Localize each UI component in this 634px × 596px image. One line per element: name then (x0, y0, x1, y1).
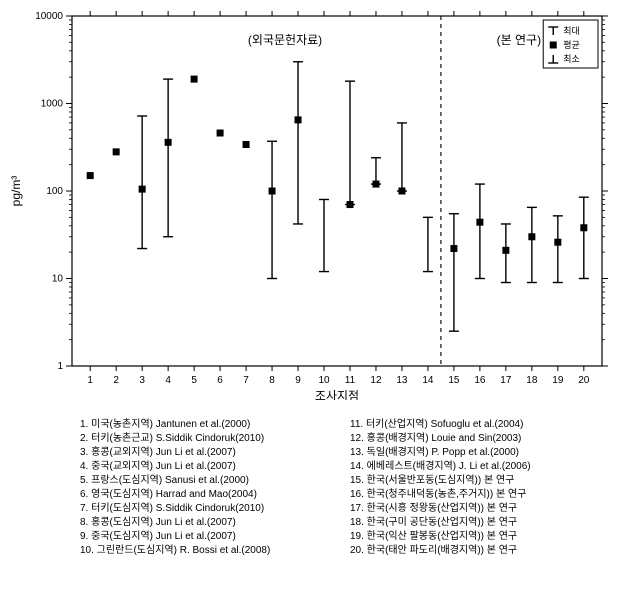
legend-item: 6. 영국(도심지역) Harrad and Mao(2004) (80, 488, 330, 502)
legend-item: 2. 터키(농촌근교) S.Siddik Cindoruk(2010) (80, 432, 330, 446)
x-tick-label: 8 (269, 375, 275, 386)
x-tick-label: 19 (552, 375, 564, 386)
x-tick-label: 15 (448, 375, 460, 386)
mean-marker (502, 247, 509, 254)
mean-marker (243, 141, 250, 148)
mean-marker (554, 239, 561, 246)
legend-item: 5. 프랑스(도심지역) Sanusi et al.(2000) (80, 474, 330, 488)
legend-item: 15. 한국(서울반포동(도심지역)) 본 연구 (350, 474, 600, 488)
mean-marker (476, 219, 483, 226)
legend-label: 평균 (563, 40, 580, 50)
legend-label: 최소 (563, 54, 580, 64)
mean-marker (398, 188, 405, 195)
y-tick-label: 1000 (41, 99, 64, 110)
x-tick-label: 14 (422, 375, 434, 386)
legend-item: 1. 미국(농촌지역) Jantunen et al.(2000) (80, 418, 330, 432)
mean-marker (165, 139, 172, 146)
x-tick-label: 4 (165, 375, 171, 386)
mean-marker (87, 172, 94, 179)
y-tick-label: 10000 (35, 11, 63, 22)
legend-item: 7. 터키(도심지역) S.Siddik Cindoruk(2010) (80, 502, 330, 516)
y-tick-label: 10 (52, 274, 64, 285)
x-tick-label: 6 (217, 375, 223, 386)
error-bar-chart: 110100100010000pg/m³12345678910111213141… (0, 0, 634, 400)
mean-marker (346, 201, 353, 208)
mean-marker (139, 186, 146, 193)
mean-marker (113, 148, 120, 155)
x-tick-label: 18 (526, 375, 538, 386)
mean-marker (372, 181, 379, 188)
legend-item: 3. 홍콩(교외지역) Jun Li et al.(2007) (80, 446, 330, 460)
mean-marker (217, 130, 224, 137)
legend-label: 최대 (563, 26, 580, 36)
y-tick-label: 1 (57, 361, 63, 372)
plot-border (72, 16, 602, 366)
mean-marker (528, 233, 535, 240)
legend-item: 17. 한국(시흥 정왕동(산업지역)) 본 연구 (350, 502, 600, 516)
legend-item: 8. 홍콩(도심지역) Jun Li et al.(2007) (80, 516, 330, 530)
legend-item: 4. 중국(교외지역) Jun Li et al.(2007) (80, 460, 330, 474)
mean-marker (580, 224, 587, 231)
x-tick-label: 7 (243, 375, 249, 386)
mean-marker (295, 116, 302, 123)
legend-item: 13. 독일(배경지역) P. Popp et al.(2000) (350, 446, 600, 460)
legend-item: 9. 중국(도심지역) Jun Li et al.(2007) (80, 530, 330, 544)
x-tick-label: 10 (318, 375, 330, 386)
section-label: (본 연구) (497, 33, 541, 47)
section-label: (외국문헌자료) (248, 33, 322, 47)
y-axis-label: pg/m³ (9, 176, 23, 207)
legend-item: 12. 홍콩(배경지역) Louie and Sin(2003) (350, 432, 600, 446)
legend-item: 16. 한국(청주내덕동(농촌,주거지)) 본 연구 (350, 488, 600, 502)
x-tick-label: 11 (345, 375, 356, 386)
x-tick-label: 12 (370, 375, 382, 386)
mean-marker (450, 245, 457, 252)
legend-item: 11. 터키(산업지역) Sofuoglu et al.(2004) (350, 418, 600, 432)
y-tick-label: 100 (46, 186, 63, 197)
x-axis-label: 조사지점 (315, 389, 359, 400)
x-tick-label: 20 (578, 375, 590, 386)
legend-item: 19. 한국(익산 팔봉동(산업지역)) 본 연구 (350, 530, 600, 544)
x-tick-label: 3 (139, 375, 145, 386)
mean-marker (191, 76, 198, 83)
x-tick-label: 5 (191, 375, 197, 386)
legend-item: 20. 한국(태안 파도리(배경지역)) 본 연구 (350, 544, 600, 558)
x-tick-label: 2 (113, 375, 119, 386)
legend-item: 10. 그린란드(도심지역) R. Bossi et al.(2008) (80, 544, 330, 558)
x-tick-label: 17 (500, 375, 512, 386)
x-tick-label: 1 (87, 375, 93, 386)
legend-item: 14. 에베레스트(배경지역) J. Li et al.(2006) (350, 460, 600, 474)
mean-marker (269, 188, 276, 195)
legend-item: 18. 한국(구미 공단동(산업지역)) 본 연구 (350, 516, 600, 530)
legend-marker-square (550, 42, 557, 49)
x-tick-label: 16 (474, 375, 486, 386)
x-tick-label: 13 (396, 375, 408, 386)
legend-reference-list: 1. 미국(농촌지역) Jantunen et al.(2000)2. 터키(농… (80, 418, 600, 558)
x-tick-label: 9 (295, 375, 301, 386)
